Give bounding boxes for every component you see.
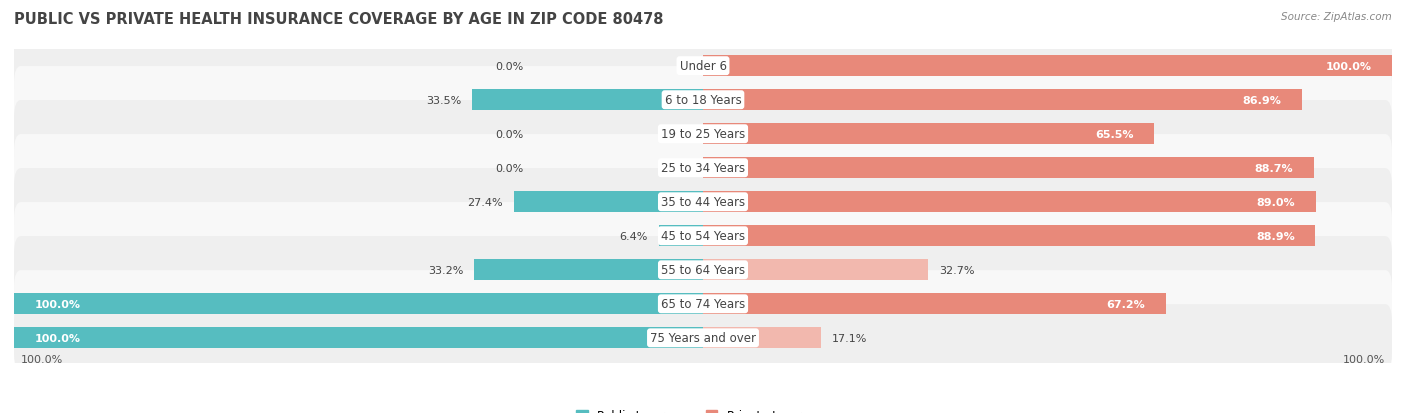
Text: 100.0%: 100.0% [1343, 354, 1385, 364]
Bar [703, 124, 1154, 145]
Text: 55 to 64 Years: 55 to 64 Years [661, 263, 745, 277]
Text: 45 to 54 Years: 45 to 54 Years [661, 230, 745, 243]
Text: 32.7%: 32.7% [939, 265, 974, 275]
Bar [14, 328, 703, 349]
FancyBboxPatch shape [14, 169, 1392, 236]
Bar [474, 260, 703, 281]
Text: 75 Years and over: 75 Years and over [650, 332, 756, 344]
Bar [703, 158, 1315, 179]
FancyBboxPatch shape [14, 304, 1392, 372]
Bar [703, 90, 1302, 111]
Text: 27.4%: 27.4% [468, 197, 503, 207]
Text: 0.0%: 0.0% [496, 163, 524, 173]
Text: 100.0%: 100.0% [35, 333, 80, 343]
Text: 33.2%: 33.2% [427, 265, 463, 275]
FancyBboxPatch shape [14, 135, 1392, 202]
Bar [703, 192, 1316, 213]
Text: 100.0%: 100.0% [35, 299, 80, 309]
FancyBboxPatch shape [14, 271, 1392, 338]
Bar [659, 225, 703, 247]
Text: 6 to 18 Years: 6 to 18 Years [665, 94, 741, 107]
Text: 88.7%: 88.7% [1254, 163, 1294, 173]
Text: 100.0%: 100.0% [21, 354, 63, 364]
FancyBboxPatch shape [14, 101, 1392, 168]
Text: 6.4%: 6.4% [620, 231, 648, 241]
Bar [703, 328, 821, 349]
Text: 65 to 74 Years: 65 to 74 Years [661, 298, 745, 311]
Bar [472, 90, 703, 111]
Text: PUBLIC VS PRIVATE HEALTH INSURANCE COVERAGE BY AGE IN ZIP CODE 80478: PUBLIC VS PRIVATE HEALTH INSURANCE COVER… [14, 12, 664, 27]
Bar [14, 294, 703, 315]
FancyBboxPatch shape [14, 203, 1392, 270]
Text: 0.0%: 0.0% [496, 62, 524, 71]
Text: 25 to 34 Years: 25 to 34 Years [661, 162, 745, 175]
Text: 86.9%: 86.9% [1241, 95, 1281, 105]
Text: Source: ZipAtlas.com: Source: ZipAtlas.com [1281, 12, 1392, 22]
Text: 35 to 44 Years: 35 to 44 Years [661, 196, 745, 209]
Text: 89.0%: 89.0% [1257, 197, 1295, 207]
Text: 65.5%: 65.5% [1095, 129, 1133, 139]
Bar [703, 294, 1166, 315]
Text: Under 6: Under 6 [679, 60, 727, 73]
Legend: Public Insurance, Private Insurance: Public Insurance, Private Insurance [571, 404, 835, 413]
Text: 0.0%: 0.0% [496, 129, 524, 139]
FancyBboxPatch shape [14, 33, 1392, 100]
Bar [703, 225, 1316, 247]
Text: 19 to 25 Years: 19 to 25 Years [661, 128, 745, 141]
Bar [703, 260, 928, 281]
Bar [703, 56, 1392, 77]
FancyBboxPatch shape [14, 67, 1392, 134]
Text: 88.9%: 88.9% [1256, 231, 1295, 241]
Text: 33.5%: 33.5% [426, 95, 461, 105]
Bar [515, 192, 703, 213]
FancyBboxPatch shape [14, 237, 1392, 304]
Text: 100.0%: 100.0% [1326, 62, 1371, 71]
Text: 67.2%: 67.2% [1107, 299, 1146, 309]
Text: 17.1%: 17.1% [832, 333, 868, 343]
